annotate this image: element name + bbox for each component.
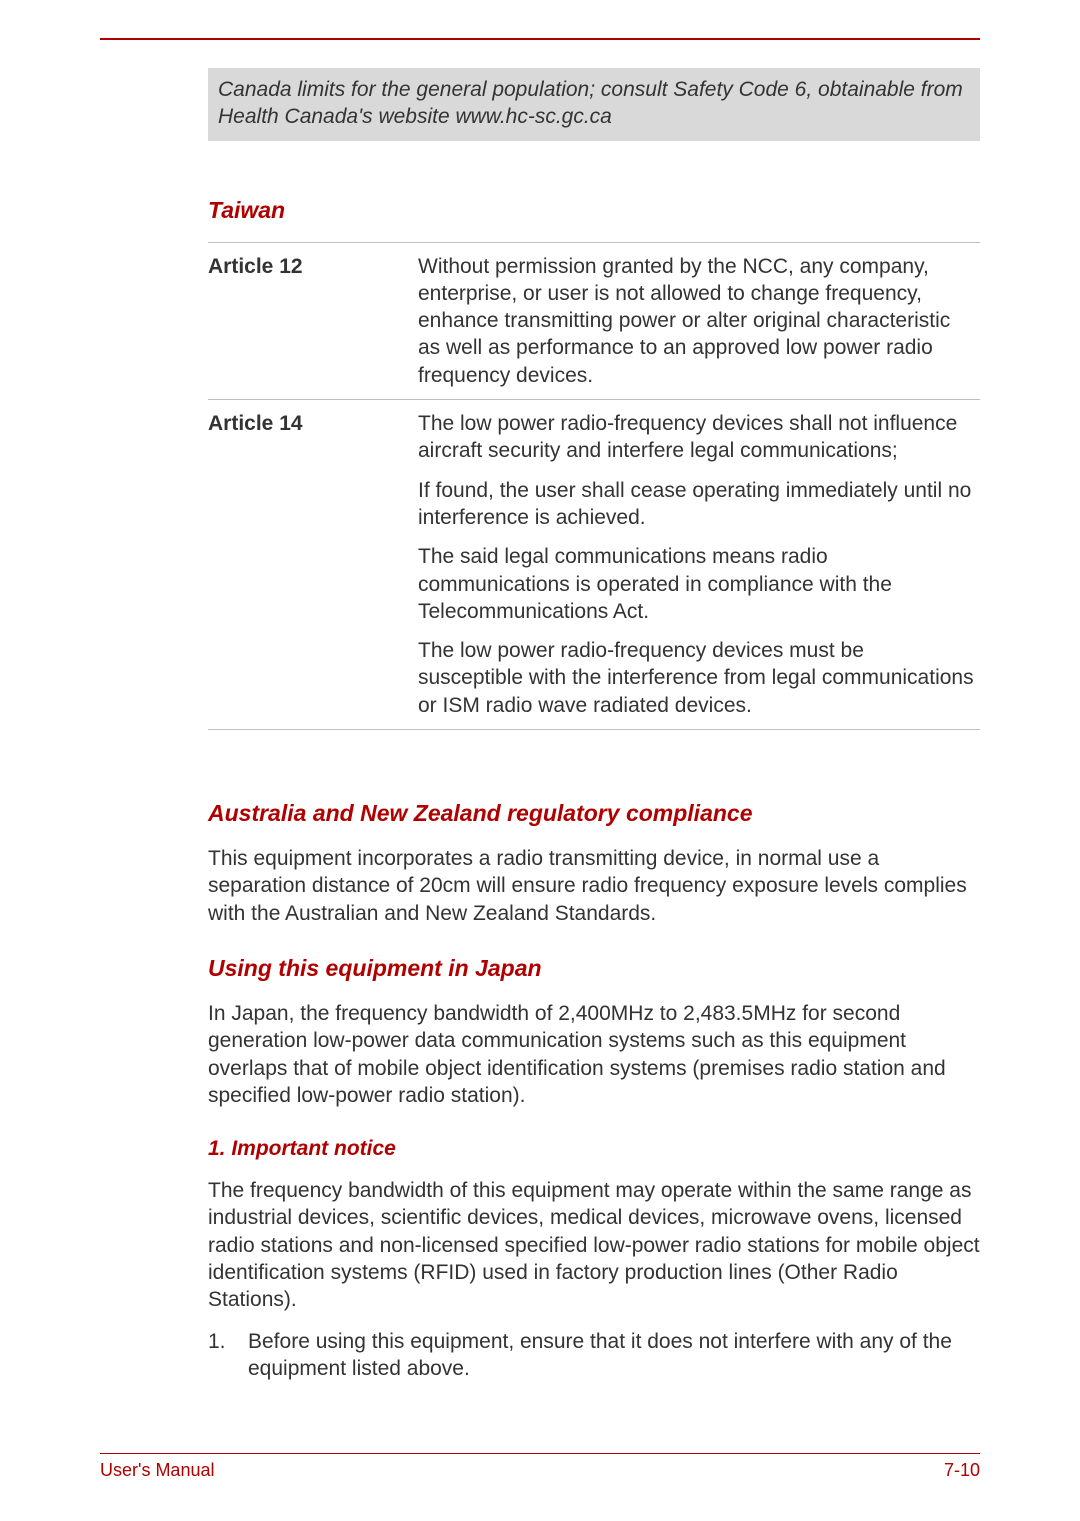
- list-item: 1. Before using this equipment, ensure t…: [208, 1328, 980, 1383]
- content-area: Canada limits for the general population…: [208, 68, 980, 1382]
- article-body: Without permission granted by the NCC, a…: [418, 242, 980, 399]
- heading-important: 1. Important notice: [208, 1137, 980, 1161]
- heading-anz: Australia and New Zealand regulatory com…: [208, 800, 980, 827]
- japan-body: In Japan, the frequency bandwidth of 2,4…: [208, 1000, 980, 1109]
- article-para: The low power radio-frequency devices sh…: [418, 410, 974, 465]
- anz-body: This equipment incorporates a radio tran…: [208, 845, 980, 927]
- article-para: The said legal communications means radi…: [418, 543, 974, 625]
- article-para: Without permission granted by the NCC, a…: [418, 253, 974, 389]
- article-para: If found, the user shall cease operating…: [418, 477, 974, 532]
- heading-japan: Using this equipment in Japan: [208, 955, 980, 982]
- taiwan-article-table: Article 12 Without permission granted by…: [208, 242, 980, 730]
- footer-right: 7-10: [944, 1460, 980, 1481]
- list-number: 1.: [208, 1328, 248, 1383]
- important-body: The frequency bandwidth of this equipmen…: [208, 1177, 980, 1313]
- page: Canada limits for the general population…: [0, 0, 1080, 1382]
- article-para: The low power radio-frequency devices mu…: [418, 637, 974, 719]
- article-label: Article 12: [208, 242, 418, 399]
- footer-left: User's Manual: [100, 1460, 214, 1481]
- table-row: Article 14 The low power radio-frequency…: [208, 400, 980, 730]
- footer: User's Manual 7-10: [100, 1453, 980, 1481]
- article-label: Article 14: [208, 400, 418, 730]
- table-row: Article 12 Without permission granted by…: [208, 242, 980, 399]
- note-box: Canada limits for the general population…: [208, 68, 980, 141]
- heading-taiwan: Taiwan: [208, 197, 980, 224]
- top-rule: [100, 38, 980, 40]
- article-body: The low power radio-frequency devices sh…: [418, 400, 980, 730]
- list-text: Before using this equipment, ensure that…: [248, 1328, 980, 1383]
